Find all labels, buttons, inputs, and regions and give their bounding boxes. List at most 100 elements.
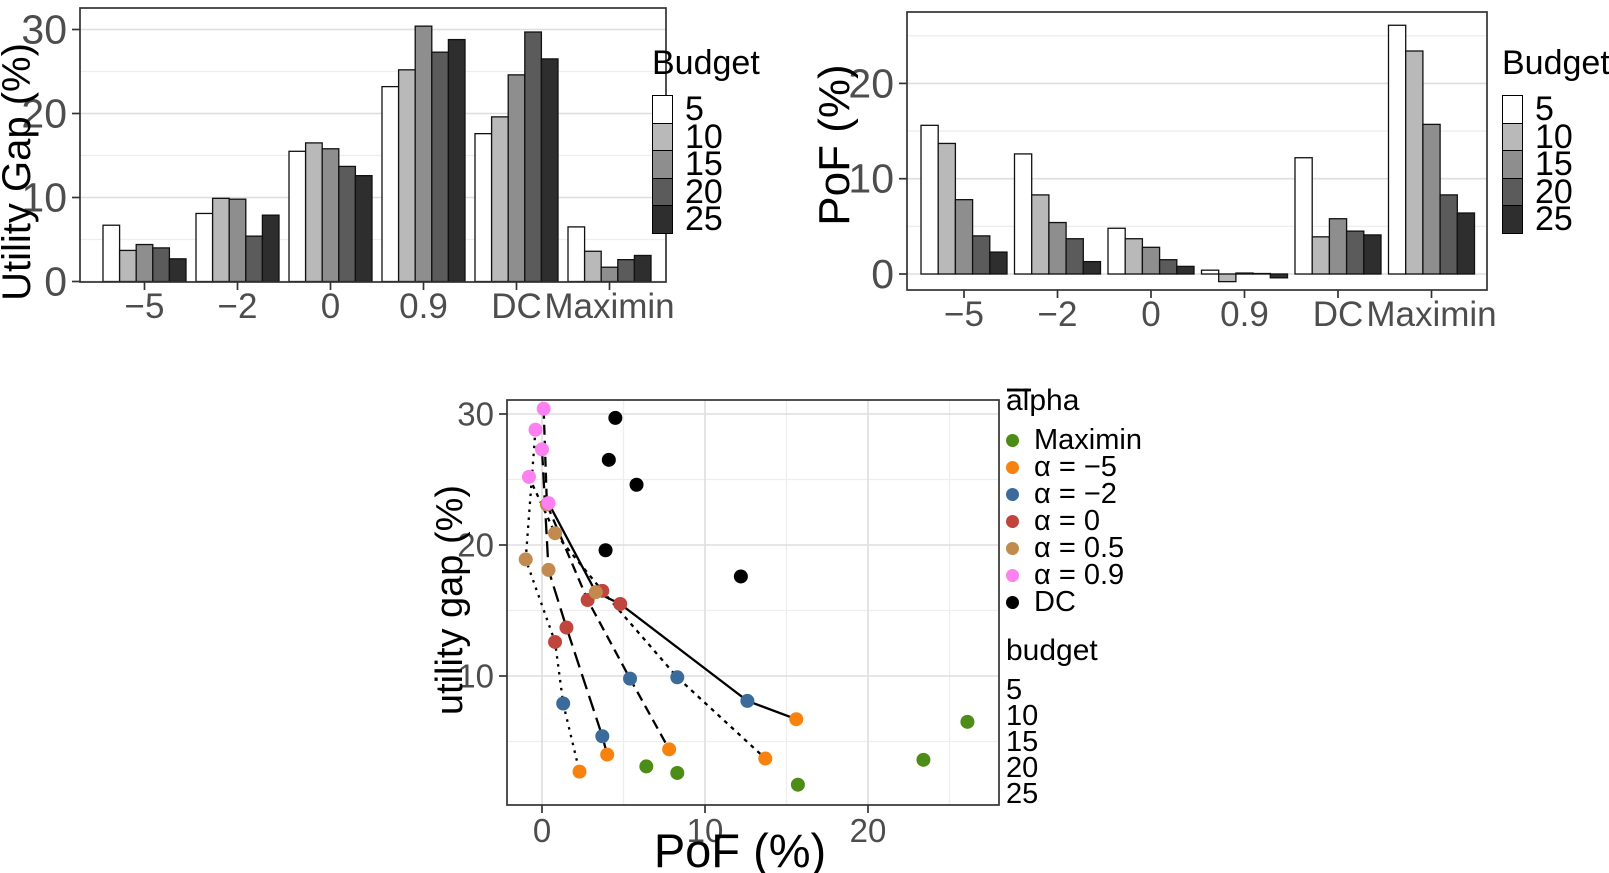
bar-0.9-budget-25: [447, 38, 466, 283]
bar-Maximin-budget-5: [567, 226, 586, 283]
legend-label: 5: [1535, 90, 1554, 128]
budget-legend-utility-chart: Budget 5 10 15 20 25: [652, 44, 760, 238]
legend-point-icon: [1006, 542, 1019, 555]
legend-label: 15: [685, 145, 723, 183]
x-tick-label: 10: [687, 812, 724, 849]
legend-point-icon: [1006, 461, 1019, 474]
pof-chart-y-axis-title: PoF (%): [810, 64, 859, 226]
bar-−5-budget-25: [168, 258, 187, 283]
budget-legend-entry: 15: [1006, 388, 1142, 758]
legend-entry-budget-10: 10: [652, 117, 760, 156]
point-α = 0.9-budget-10: [521, 469, 536, 484]
bar-0-budget-15: [1141, 246, 1161, 275]
legend-swatch: [652, 177, 673, 207]
x-tick-label: 0: [1141, 295, 1160, 334]
bar-Maximin-budget-10: [583, 250, 602, 283]
bar-−5-budget-15: [954, 199, 974, 275]
legend-label: α = 0.5: [1034, 532, 1125, 564]
alpha-legend-entry: α = 0.9: [1006, 559, 1142, 591]
alpha-legend-entry: α = 0.5: [1006, 532, 1142, 564]
alpha-legend-entry: Maximin: [1006, 424, 1142, 456]
y-tick-label: 20: [848, 60, 894, 106]
legend-label: 20: [1535, 172, 1573, 211]
y-tick-label: 20: [21, 91, 67, 137]
alpha-legend-entry: α = 0: [1006, 505, 1142, 537]
pof-bar-chart: 0 10 20 −5 −2 0 0.9 DC Maximin: [848, 11, 1497, 334]
bar-Maximin-budget-10: [1405, 50, 1424, 275]
legend-entry-budget-25: 25: [1502, 202, 1609, 236]
legend-swatch: [652, 122, 673, 152]
bar-0.9-budget-15: [414, 25, 433, 283]
legend-entry-budget-15: 15: [1502, 147, 1609, 181]
point-α = −5-budget-5: [789, 712, 804, 727]
bar-DC-budget-20: [524, 31, 543, 283]
scatter-y-axis-title: utility gap (%): [429, 484, 471, 716]
x-tick-label: DC: [1313, 295, 1364, 334]
point-α = 0.5-budget-10: [548, 526, 563, 541]
point-DC-budget-20: [608, 410, 623, 425]
point-α = 0.5-budget-20: [541, 562, 556, 577]
budget-legend-title: budget: [1006, 634, 1098, 667]
legend-entry-budget-5: 5: [1502, 90, 1609, 128]
point-α = −2-budget-20: [595, 729, 610, 744]
legend-swatch: [1502, 150, 1523, 179]
bar-0.9-budget-20: [431, 51, 450, 283]
legend-entry-budget-20: 20: [652, 175, 760, 209]
point-Maximin-budget-15: [790, 777, 805, 792]
bar-0.9-budget-5: [381, 85, 400, 283]
y-tick-label: 10: [457, 658, 494, 695]
legend-label: 5: [1006, 673, 1023, 706]
y-tick-label: 0: [44, 259, 67, 305]
bar-DC-budget-25: [1363, 234, 1382, 275]
x-tick-label: Maximin: [544, 287, 674, 326]
point-α = 0.5-budget-25: [518, 552, 533, 567]
legend-keys: 5 10 15 20 25: [652, 90, 760, 238]
point-α = 0.9-budget-25: [528, 422, 543, 437]
bar-−2-budget-25: [261, 214, 280, 283]
x-tick-label: DC: [491, 287, 542, 326]
point-α = 0.9-budget-5: [541, 496, 556, 511]
alpha-legend-entry: α = −5: [1006, 451, 1142, 483]
legend-label: 25: [1006, 777, 1039, 810]
legend-label: 10: [1006, 699, 1039, 732]
bar-0.9-budget-10: [397, 69, 416, 283]
bar-DC-budget-10: [490, 116, 509, 283]
bar-0.9-budget-10: [1218, 273, 1237, 283]
bar-−2-budget-15: [1048, 221, 1067, 275]
point-α = 0-budget-25: [548, 634, 563, 649]
x-tick-label: 0.9: [399, 287, 448, 326]
point-α = −5-budget-10: [758, 751, 773, 766]
bar-0-budget-20: [1158, 259, 1178, 275]
bar-0-budget-25: [354, 175, 373, 283]
bar-0.9-budget-5: [1200, 269, 1220, 275]
legend-point-icon: [1006, 569, 1019, 582]
bar-Maximin-budget-15: [600, 266, 619, 283]
legend-point-icon: [1006, 596, 1019, 609]
bar-DC-budget-15: [1328, 218, 1348, 275]
legend-label: α = −2: [1034, 478, 1117, 510]
legend-label: 5: [685, 90, 704, 128]
point-Maximin-budget-20: [670, 765, 685, 780]
legend-swatch: [1502, 122, 1523, 152]
scatter-x-axis-title: PoF (%): [653, 824, 827, 873]
x-tick-label: Maximin: [1366, 295, 1496, 334]
point-α = 0-budget-20: [559, 620, 574, 635]
legend-swatch: [1502, 177, 1523, 207]
x-tick-label: 20: [850, 812, 887, 849]
legend-label: 10: [685, 117, 723, 156]
bar-DC-budget-5: [474, 133, 493, 283]
point-α = −5-budget-20: [600, 747, 615, 762]
legend-label: Maximin: [1034, 424, 1142, 456]
bar-Maximin-budget-5: [1387, 24, 1407, 275]
legend-point-icon: [1006, 488, 1019, 501]
legend-label: 25: [685, 200, 723, 238]
bar-−2-budget-20: [245, 235, 264, 283]
point-α = −2-budget-25: [556, 696, 571, 711]
bar-0-budget-10: [304, 142, 323, 283]
legend-point-icon: [1006, 434, 1019, 447]
bar-−2-budget-10: [211, 197, 230, 283]
x-tick-label: −2: [218, 287, 258, 326]
